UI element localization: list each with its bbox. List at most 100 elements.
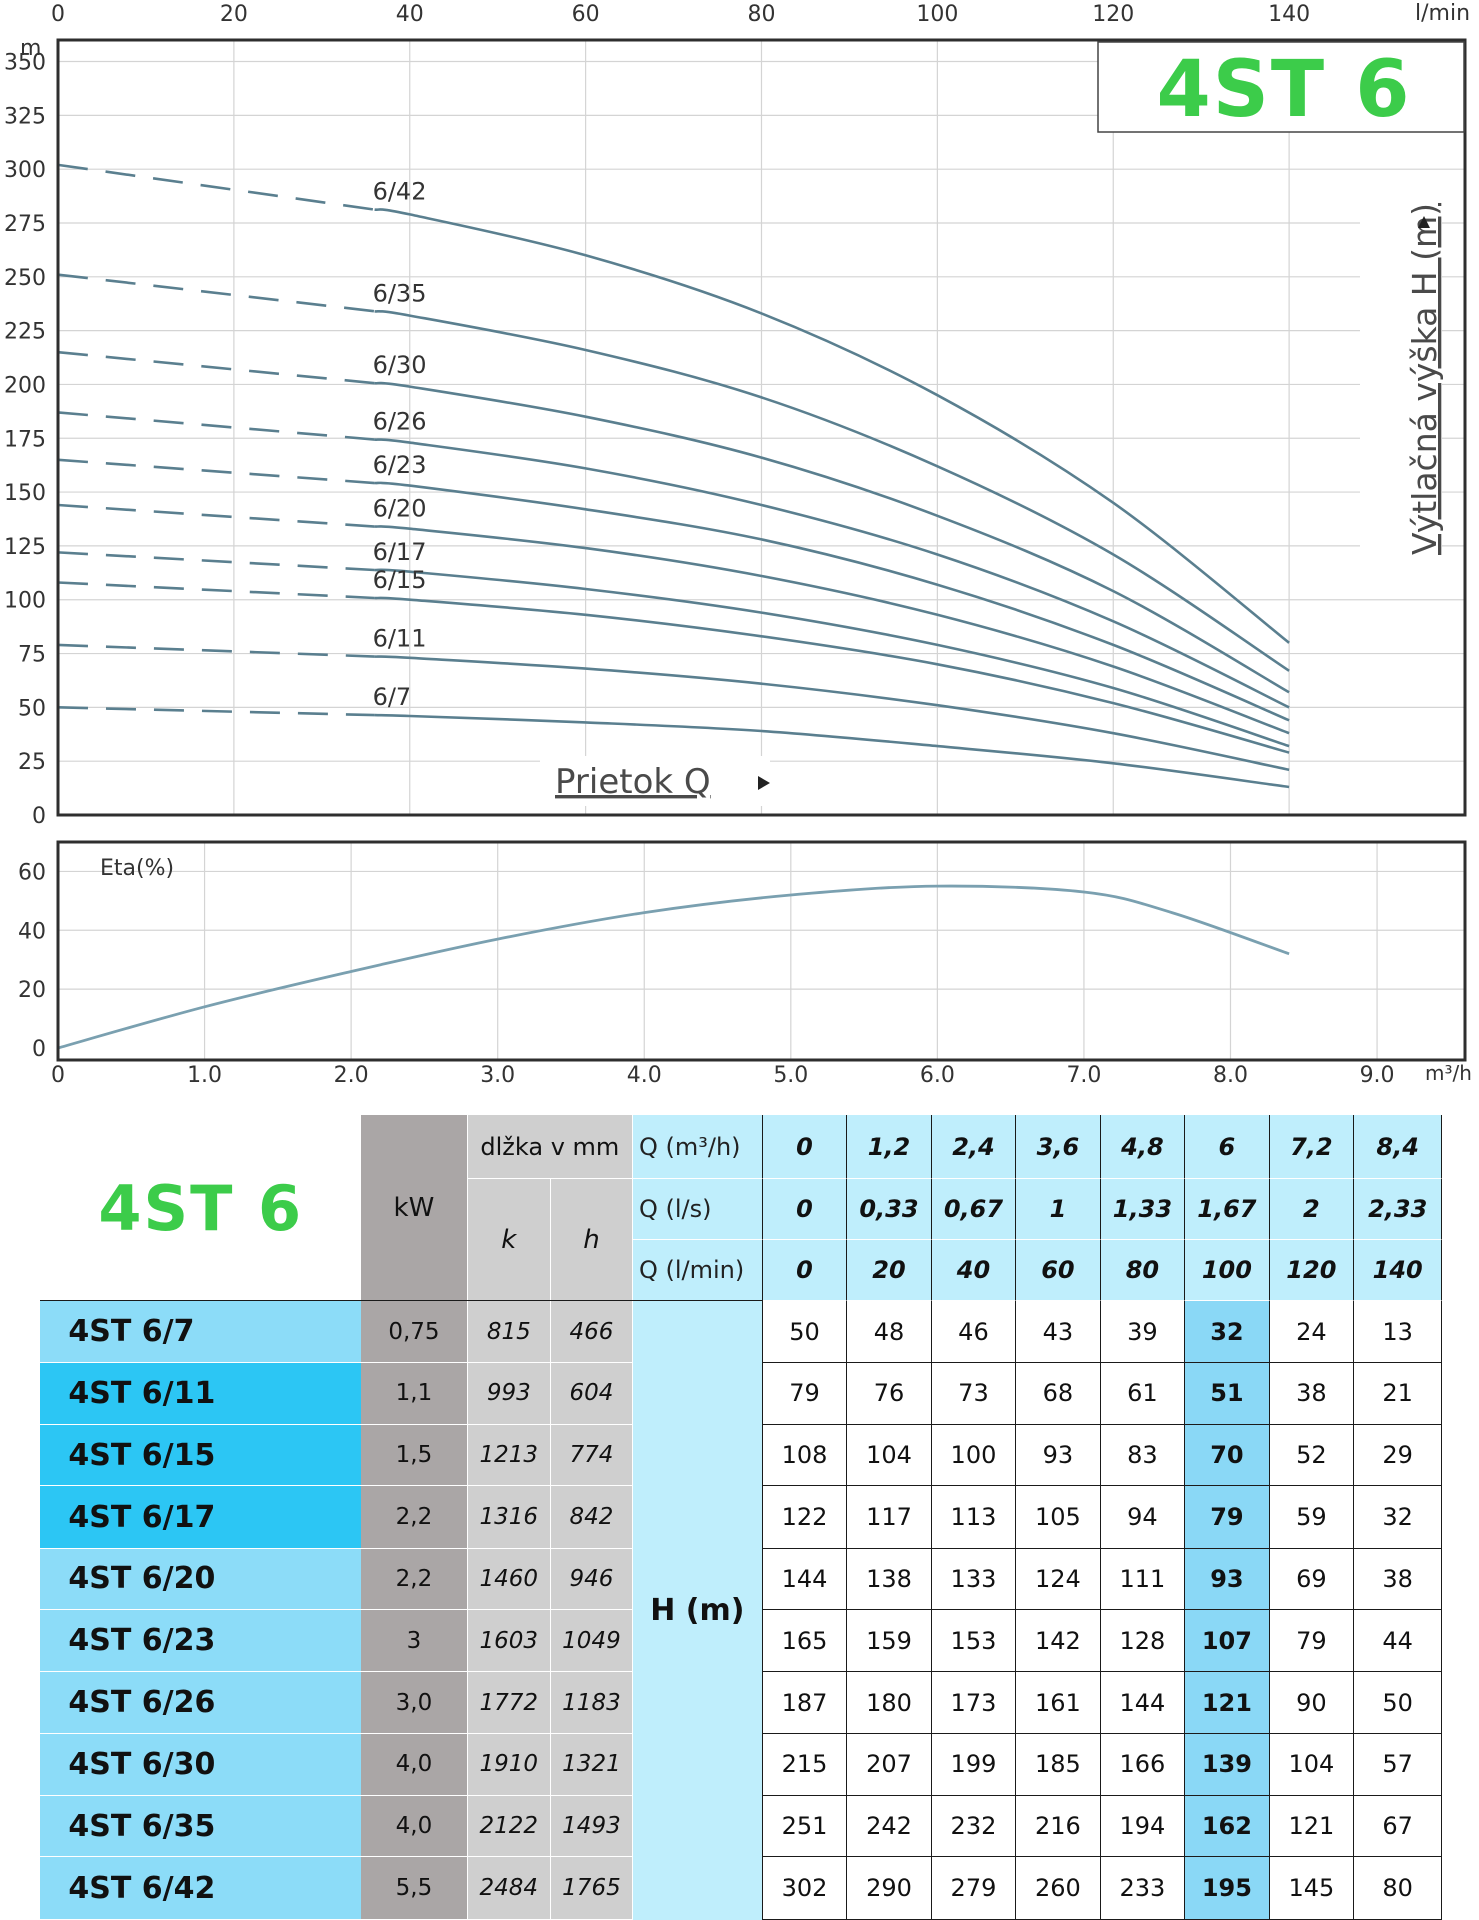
curve-dashed-segment (57, 163, 375, 211)
x-tick-label-top: 80 (748, 2, 776, 27)
model-name-cell: 4ST 6/7 (40, 1301, 362, 1363)
head-value-cell: 128 (1100, 1610, 1186, 1673)
y-tick-label: 40 (18, 919, 46, 944)
head-value-cell: 242 (847, 1796, 932, 1858)
table-brand-title: 4ST 6 (98, 1171, 304, 1245)
efficiency-chart-ticks: 0 1.0 2.0 3.0 4.0 5.0 6.0 7.0 8.0 9.0 0 20 40 60 (18, 860, 1395, 1088)
curve-label: 6/30 (373, 351, 427, 379)
head-value-cell: 279 (931, 1857, 1017, 1920)
head-value-cell: 142 (1016, 1610, 1101, 1673)
curve-dashed-segment (57, 643, 375, 658)
head-value-cell: 68 (1016, 1362, 1101, 1426)
x-tick-label: 1.0 (187, 1063, 222, 1088)
efficiency-curve (57, 884, 1290, 1050)
head-value-cell-highlight: 70 (1185, 1425, 1270, 1487)
q-value-cell: 0 (762, 1179, 848, 1241)
q-value-cell: 20 (847, 1240, 932, 1302)
q-value-cell: 40 (931, 1240, 1017, 1302)
head-value-cell-highlight: 107 (1185, 1610, 1270, 1673)
q-value-cell: 1,67 (1185, 1179, 1270, 1241)
model-name-cell: 4ST 6/26 (40, 1672, 362, 1734)
curve-label: 6/42 (373, 178, 427, 206)
y-tick-label: 50 (18, 696, 46, 721)
y-tick-label: 350 (4, 51, 46, 76)
h-length-cell: 842 (550, 1486, 633, 1549)
head-chart-grid (58, 40, 1465, 815)
kw-cell: 0,75 (361, 1301, 468, 1363)
y-tick-label: 275 (4, 212, 46, 237)
q-value-cell: 100 (1185, 1240, 1270, 1302)
curve-dashed-segment (57, 411, 375, 441)
head-value-cell: 302 (762, 1857, 848, 1920)
y-tick-label: 100 (4, 589, 46, 614)
table-divider (40, 1300, 763, 1302)
q-value-cell: 1,33 (1100, 1179, 1186, 1241)
k-length-cell: 1603 (467, 1610, 551, 1673)
kw-cell: 3,0 (361, 1672, 468, 1734)
head-value-cell: 144 (762, 1548, 848, 1610)
curve-label: 6/11 (373, 625, 427, 653)
head-value-cell: 43 (1016, 1301, 1101, 1363)
q-row-label: Q (l/min) (632, 1240, 763, 1302)
kw-cell: 2,2 (361, 1548, 468, 1610)
y-tick-label: 250 (4, 266, 46, 291)
h-length-cell: 774 (550, 1425, 633, 1487)
head-value-cell: 233 (1100, 1857, 1186, 1920)
x-axis-label-bg (540, 756, 770, 806)
head-chart: 6/426/356/306/266/236/206/176/156/116/7 … (4, 1, 1470, 829)
head-value-cell: 165 (762, 1610, 848, 1673)
head-value-cell: 113 (931, 1486, 1017, 1549)
curve-6-35 (374, 309, 1290, 672)
head-value-cell: 48 (847, 1301, 932, 1363)
k-length-cell: 1316 (467, 1486, 551, 1549)
head-value-cell: 93 (1016, 1425, 1101, 1487)
head-value-cell: 24 (1269, 1301, 1355, 1363)
k-length-cell: 993 (467, 1362, 551, 1426)
head-value-cell: 83 (1100, 1425, 1186, 1487)
y-tick-label: 0 (32, 1037, 46, 1062)
q-value-cell: 0 (762, 1240, 848, 1302)
efficiency-chart-grid (58, 842, 1465, 1060)
model-name-cell: 4ST 6/42 (40, 1857, 362, 1920)
head-value-cell: 121 (1269, 1796, 1355, 1858)
head-value-cell: 38 (1354, 1548, 1443, 1610)
k-length-cell: 2484 (467, 1857, 551, 1920)
curve-6-30 (374, 381, 1290, 694)
length-header: dlžka v mm (467, 1115, 633, 1180)
k-length-cell: 1460 (467, 1548, 551, 1610)
x-tick-label-top: 100 (916, 2, 958, 27)
q-row-label: Q (l/s) (632, 1179, 763, 1241)
y-tick-label: 20 (18, 978, 46, 1003)
head-value-cell-highlight: 162 (1185, 1796, 1270, 1858)
head-value-cell: 173 (931, 1672, 1017, 1734)
head-chart-ticks: 0 20 40 60 80 100 120 140 0 25 50 75 100 125 150 175 200… (4, 2, 1310, 829)
head-value-cell: 50 (762, 1301, 848, 1363)
curve-dashed-segment (57, 551, 375, 572)
h-length-cell: 1183 (550, 1672, 633, 1734)
head-value-cell: 38 (1269, 1362, 1355, 1426)
x-tick-label: 2.0 (334, 1063, 369, 1088)
x-tick-label-top: 40 (396, 2, 424, 27)
x-tick-label-top: 20 (220, 2, 248, 27)
y-tick-label: 75 (18, 643, 46, 668)
head-value-cell: 207 (847, 1733, 932, 1797)
x-tick-label-top: 60 (572, 2, 600, 27)
q-value-cell: 6 (1185, 1115, 1270, 1180)
head-value-cell: 79 (762, 1362, 848, 1426)
head-value-cell: 194 (1100, 1796, 1186, 1858)
chart-title: 4ST 6 (1156, 45, 1411, 135)
head-value-cell: 46 (931, 1301, 1017, 1363)
q-value-cell: 3,6 (1016, 1115, 1101, 1180)
head-chart-curves: 6/42 6/35 6/30 6/26 6/23 6/20 6/176/15 6/11 6/7 (57, 163, 1290, 789)
curve-6-17 (374, 568, 1290, 748)
q-value-cell: 140 (1354, 1240, 1443, 1302)
head-value-cell: 232 (931, 1796, 1017, 1858)
head-value-cell: 52 (1269, 1425, 1355, 1487)
kw-cell: 3 (361, 1610, 468, 1673)
head-value-cell: 73 (931, 1362, 1017, 1426)
q-value-cell: 80 (1100, 1240, 1186, 1302)
y-tick-label: 175 (4, 427, 46, 452)
efficiency-chart: 0 1.0 2.0 3.0 4.0 5.0 6.0 7.0 8.0 9.0 0 20 40 60 Eta(… (18, 840, 1472, 1088)
curve-dashed-segment (57, 503, 375, 528)
q-value-cell: 0 (762, 1115, 848, 1180)
